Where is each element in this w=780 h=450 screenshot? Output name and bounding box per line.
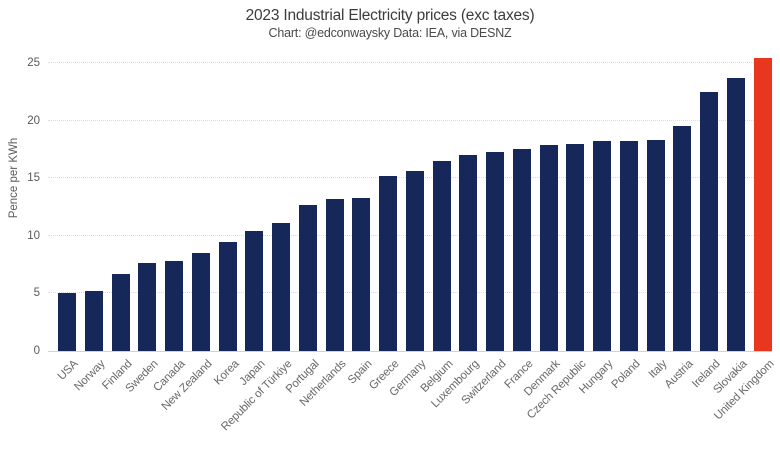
y-tick-10: 10 bbox=[27, 229, 40, 242]
gridline-25 bbox=[48, 62, 772, 63]
bar-republic-of-t-rkiye bbox=[272, 223, 290, 351]
bar-finland bbox=[111, 273, 130, 351]
bar-poland bbox=[619, 141, 638, 351]
gridline-20 bbox=[48, 119, 772, 121]
bar-italy bbox=[646, 140, 665, 351]
bar-usa bbox=[58, 293, 76, 351]
bar-luxembourg bbox=[459, 155, 478, 351]
y-tick-5: 5 bbox=[33, 287, 40, 300]
bar-new-zealand bbox=[191, 253, 210, 351]
bar-greece bbox=[379, 175, 397, 351]
bar-germany bbox=[405, 171, 424, 351]
bar-czech-republic bbox=[566, 143, 585, 351]
bar-switzerland bbox=[486, 151, 504, 351]
bar-netherlands bbox=[325, 198, 344, 351]
plot-area bbox=[48, 58, 772, 352]
y-tick-25: 25 bbox=[27, 57, 40, 69]
chart-title: 2023 Industrial Electricity prices (exc … bbox=[245, 7, 535, 24]
chart-subtitle: Chart: @edconwaysky Data: IEA, via DESNZ bbox=[268, 26, 512, 40]
y-tick-20: 20 bbox=[27, 114, 40, 127]
bar-slovakia bbox=[726, 77, 745, 351]
bar-portugal bbox=[298, 204, 317, 351]
bar-united-kingdom bbox=[753, 58, 772, 351]
bar-france bbox=[512, 149, 531, 351]
bar-hungary bbox=[593, 141, 611, 351]
bar-denmark bbox=[539, 144, 558, 351]
bar-norway bbox=[84, 291, 103, 351]
bar-belgium bbox=[432, 160, 451, 351]
bar-korea bbox=[218, 241, 237, 351]
y-tick-15: 15 bbox=[27, 172, 40, 185]
bar-canada bbox=[165, 261, 183, 351]
bar-austria bbox=[673, 126, 692, 351]
bar-spain bbox=[352, 197, 371, 351]
bar-ireland bbox=[700, 91, 718, 351]
bar-japan bbox=[245, 231, 264, 351]
x-axis-line bbox=[48, 351, 772, 352]
y-tick-0: 0 bbox=[33, 345, 40, 357]
bar-sweden bbox=[138, 263, 157, 351]
